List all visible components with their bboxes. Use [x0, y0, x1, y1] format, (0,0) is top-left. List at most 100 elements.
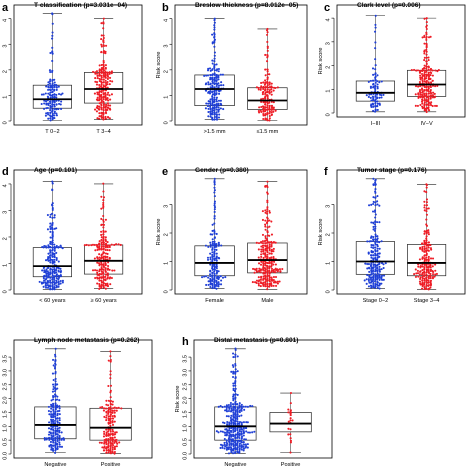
data-point — [425, 213, 428, 216]
data-point — [213, 215, 216, 218]
data-point — [49, 119, 52, 122]
data-point — [215, 104, 218, 107]
data-point — [109, 403, 113, 406]
data-point — [382, 263, 385, 266]
data-point — [421, 281, 424, 284]
data-point — [236, 443, 239, 447]
data-point — [102, 282, 105, 285]
data-point — [100, 217, 103, 220]
y-axis-label: Risk score — [156, 218, 162, 245]
data-point — [238, 444, 241, 447]
data-point — [421, 88, 424, 91]
data-point — [374, 94, 377, 98]
data-point — [105, 44, 108, 47]
x-tick-label: IV−V — [420, 121, 433, 127]
data-point — [49, 222, 52, 225]
data-point — [220, 84, 223, 87]
chart-title: Gender (p=0.380) — [195, 167, 249, 174]
data-point — [98, 94, 101, 97]
data-point — [266, 208, 269, 211]
data-point — [56, 430, 59, 433]
data-point — [425, 198, 429, 201]
data-point — [51, 260, 54, 263]
data-point — [109, 441, 112, 444]
data-point — [270, 256, 273, 259]
data-point — [95, 83, 99, 86]
data-point — [105, 403, 108, 406]
data-point — [264, 239, 267, 242]
data-point — [58, 429, 61, 432]
data-point — [60, 107, 63, 111]
data-point — [371, 79, 375, 82]
data-point — [46, 280, 50, 284]
data-point — [98, 105, 101, 108]
data-point — [54, 347, 57, 350]
data-point — [100, 83, 103, 86]
data-point — [217, 243, 221, 246]
data-point — [105, 399, 108, 402]
data-point — [100, 107, 103, 110]
data-point — [96, 91, 99, 94]
data-point — [240, 448, 243, 451]
data-point — [370, 246, 373, 249]
data-point — [102, 50, 105, 53]
data-point — [289, 402, 292, 405]
data-point — [213, 222, 216, 225]
data-point — [421, 269, 424, 272]
data-point — [423, 230, 426, 233]
data-point — [213, 69, 216, 72]
y-tick-label: 0.0 — [183, 452, 189, 460]
data-point — [209, 263, 212, 266]
data-point — [268, 241, 271, 244]
data-point — [211, 59, 214, 62]
data-point — [49, 410, 53, 413]
data-point — [53, 95, 56, 98]
data-point — [374, 64, 377, 67]
data-point — [49, 249, 52, 252]
data-point — [376, 74, 379, 77]
data-point — [242, 449, 245, 452]
data-point — [111, 409, 114, 412]
data-point — [215, 232, 218, 236]
data-point — [44, 284, 47, 287]
data-point — [427, 104, 430, 107]
data-point — [372, 238, 375, 241]
data-point — [105, 443, 108, 446]
data-point — [104, 81, 107, 85]
data-point — [414, 85, 418, 88]
data-point — [228, 446, 231, 449]
data-point — [374, 85, 377, 88]
data-point — [268, 243, 271, 246]
data-point — [109, 436, 112, 439]
data-point — [100, 230, 103, 233]
data-point — [213, 41, 216, 44]
data-point — [370, 99, 373, 102]
data-point — [264, 103, 267, 106]
data-point — [49, 71, 52, 74]
data-point — [378, 278, 381, 281]
data-point — [226, 420, 229, 424]
data-point — [268, 81, 271, 84]
data-point — [220, 244, 223, 247]
data-point — [53, 277, 56, 280]
data-point — [100, 268, 103, 271]
data-point — [258, 279, 261, 282]
data-point — [266, 113, 269, 116]
data-point — [370, 270, 373, 273]
data-point — [268, 117, 271, 120]
data-point — [102, 196, 106, 199]
data-point — [100, 96, 103, 99]
data-point — [372, 202, 375, 206]
data-point — [234, 427, 237, 431]
data-point — [416, 69, 420, 72]
data-point — [376, 245, 379, 248]
data-point — [268, 114, 271, 118]
data-point — [266, 95, 269, 98]
data-point — [432, 270, 435, 274]
chart-title: Lymph node metastasis (p=0.262) — [34, 337, 139, 344]
data-point — [264, 262, 267, 265]
data-point — [56, 420, 59, 423]
data-point — [433, 92, 436, 95]
data-point — [102, 220, 105, 223]
data-point — [264, 228, 267, 231]
